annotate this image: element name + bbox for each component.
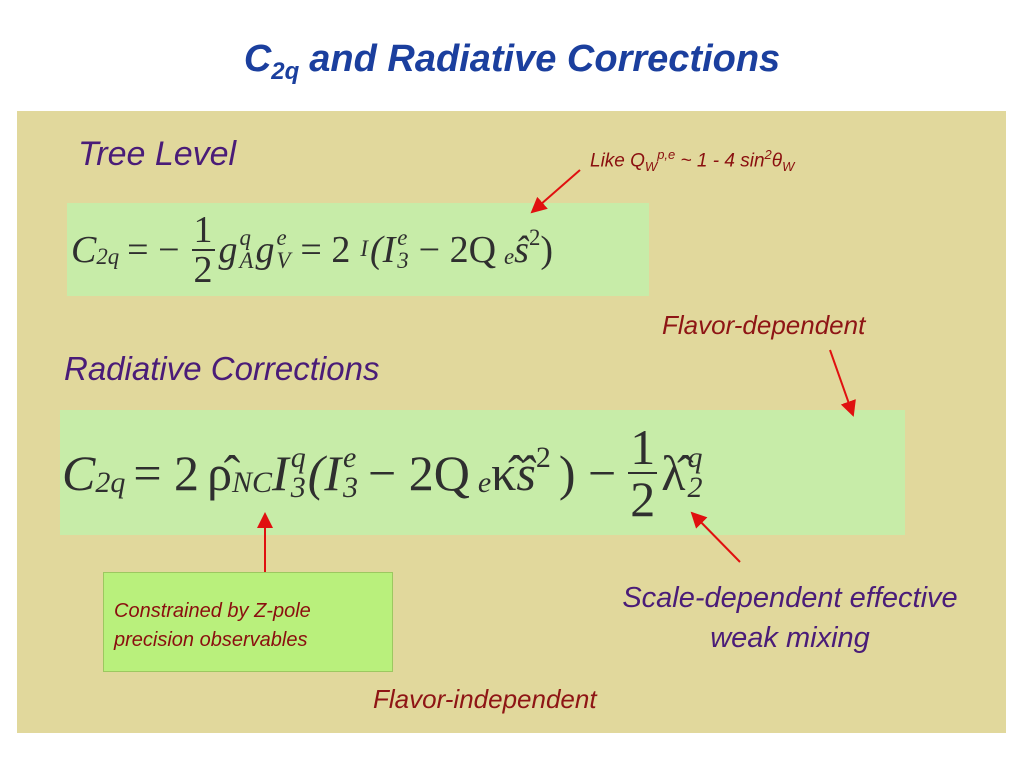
annotation: Like QWp,e ~ 1 - 4 sin2θW	[590, 147, 794, 174]
callout-line: precision observables	[114, 629, 308, 651]
callout-box: Constrained by Z-pole precision observabl…	[103, 572, 393, 672]
index-stack: I	[360, 236, 368, 262]
text-piece: weak mixing	[710, 622, 870, 654]
annotation: Flavor-independent	[373, 684, 597, 714]
text-piece: 3	[290, 470, 306, 504]
text-piece: 2	[687, 470, 703, 504]
text-piece: e	[397, 224, 408, 250]
text-piece: 2	[193, 248, 213, 291]
arrow	[829, 349, 856, 417]
text-piece: ~ 1 - 4 sin	[675, 150, 765, 172]
text-piece: 2q	[96, 244, 120, 270]
text-piece: g	[218, 228, 238, 271]
text-piece: W	[644, 159, 658, 175]
text-piece: V	[276, 247, 291, 273]
text-piece: 2	[535, 440, 551, 474]
text-piece: e	[343, 440, 357, 474]
text-piece: Like Q	[590, 150, 645, 172]
text-piece: κ̂	[491, 444, 517, 501]
text-piece: Scale-dependent effective	[622, 582, 958, 614]
text-piece: = −	[127, 228, 180, 271]
text-piece: e	[504, 244, 515, 270]
text-piece: 3	[397, 247, 409, 273]
text-piece: − 2Q	[368, 444, 470, 501]
text-piece: θ	[771, 150, 783, 172]
text-piece: = 2	[133, 444, 200, 501]
text-piece: λ̂	[661, 444, 686, 501]
text-piece: 2	[528, 225, 541, 251]
text-piece: (I	[307, 444, 342, 501]
text-piece: C	[62, 444, 96, 501]
text-piece: ŝ	[516, 444, 536, 501]
title-text: and Radiative Corrections	[309, 38, 781, 80]
text-piece: (I	[369, 228, 396, 271]
annotation: Scale-dependent effective weak mixing	[580, 578, 1000, 658]
text-piece: − 2Q	[418, 228, 497, 271]
text-piece: C	[71, 228, 97, 271]
text-piece: ŝ	[514, 228, 529, 271]
text-piece: 1	[191, 208, 215, 251]
text-piece: ρ̂	[207, 444, 233, 501]
slide-title: C2q and Radiative Corrections	[0, 38, 1024, 86]
text-piece: g	[255, 228, 275, 271]
text-piece: = 2	[300, 228, 351, 271]
text-piece: )	[540, 228, 554, 271]
arrow	[530, 169, 581, 214]
text-piece: e	[276, 224, 287, 250]
text-piece: NC	[232, 466, 273, 499]
section-label: Tree Level	[78, 135, 237, 173]
text-piece: 2q	[95, 466, 126, 499]
text-piece: p,e	[657, 147, 676, 162]
title-symbol: C	[243, 38, 272, 80]
callout-line: Constrained by Z-pole	[114, 600, 311, 622]
annotation: Flavor-dependent	[662, 310, 866, 340]
text-piece: I	[360, 236, 368, 262]
text-piece: A	[239, 247, 254, 273]
section-label: Radiative Corrections	[64, 350, 380, 387]
text-piece: W	[782, 159, 795, 175]
text-piece: q	[239, 224, 251, 250]
text-piece: ) −	[558, 444, 617, 501]
text-piece: q	[290, 440, 306, 474]
text-piece: 2	[630, 470, 656, 527]
text-piece: I	[272, 444, 289, 501]
text-piece: 1	[628, 418, 658, 475]
text-piece: e	[477, 466, 492, 499]
arrow	[690, 511, 741, 563]
text-piece: q	[687, 440, 703, 474]
title-subscript: 2q	[271, 58, 300, 85]
text-piece: 3	[343, 470, 359, 504]
text-piece: 2	[764, 147, 772, 162]
